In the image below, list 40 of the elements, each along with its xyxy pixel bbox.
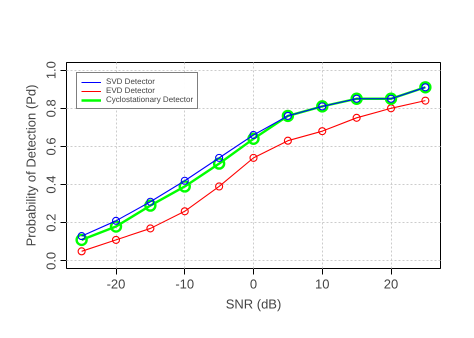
- point: [112, 216, 120, 225]
- point: [215, 182, 224, 191]
- point: [421, 96, 430, 105]
- point: [284, 136, 292, 145]
- x-tick-label: 10: [315, 276, 330, 292]
- y-tick-label: 0.8: [44, 99, 58, 118]
- legend-label: EVD Detector: [106, 86, 155, 95]
- point: [180, 207, 189, 216]
- point: [146, 224, 154, 232]
- legend-label: SVD Detector: [106, 77, 155, 86]
- y-axis-title: Probability of Detection (Pd): [24, 84, 38, 246]
- x-tick-label: 20: [384, 276, 398, 292]
- y-tick-label: 1.0: [44, 61, 58, 80]
- point: [350, 92, 363, 105]
- point: [180, 176, 189, 185]
- y-tick-label: 0.6: [44, 137, 58, 156]
- point: [419, 81, 432, 94]
- point: [212, 157, 226, 170]
- point: [282, 110, 294, 122]
- x-axis-title: SNR (dB): [226, 296, 282, 312]
- point: [112, 236, 120, 244]
- point: [247, 132, 260, 145]
- point: [249, 154, 258, 162]
- point: [178, 180, 191, 193]
- y-tick-label: 0.2: [44, 214, 58, 232]
- y-tick-label: 0.4: [44, 176, 58, 194]
- x-tick-label: -10: [175, 276, 194, 292]
- x-tick-label: -20: [106, 276, 126, 292]
- point: [78, 247, 86, 256]
- point: [215, 154, 224, 162]
- point: [144, 199, 157, 212]
- point: [316, 100, 328, 113]
- legend-label: Cyclostationary Detector: [106, 95, 194, 104]
- point: [110, 220, 122, 233]
- y-tick-label: 0.0: [44, 252, 58, 270]
- point: [386, 104, 396, 112]
- point: [318, 127, 326, 136]
- x-tick-label: 0: [250, 276, 258, 292]
- point: [352, 114, 361, 122]
- point: [75, 234, 88, 246]
